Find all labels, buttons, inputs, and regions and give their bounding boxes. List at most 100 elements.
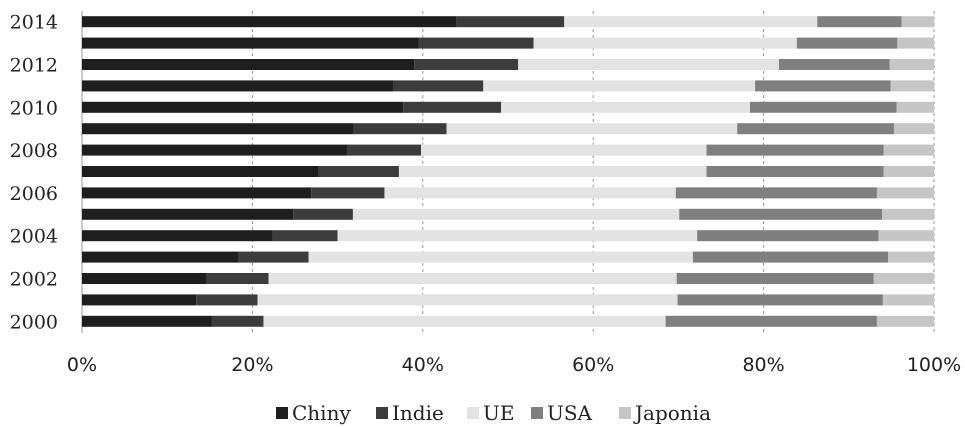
- bar-chiny-2014: [82, 16, 457, 28]
- y-tick-label-2014: 2014: [10, 12, 58, 34]
- bar-indie-2000: [211, 315, 264, 327]
- bar-chiny-2000: [82, 315, 212, 327]
- bar-usa-2002: [676, 273, 874, 284]
- bar-indie-2008: [346, 144, 422, 156]
- y-tick-label-2000: 2000: [10, 311, 58, 333]
- bar-indie-2014: [456, 16, 565, 28]
- x-tick-label-80: 80%: [742, 354, 784, 376]
- bar-japonia-2002: [873, 273, 934, 284]
- bar-chiny-2013: [82, 37, 419, 49]
- bar-chiny-2010: [82, 101, 404, 113]
- bar-chiny-2006: [82, 187, 312, 199]
- bar-ue-2013: [533, 37, 797, 49]
- bar-japonia-2012: [889, 59, 934, 70]
- legend-label-usa: USA: [547, 401, 593, 425]
- bar-japonia-2001: [882, 294, 934, 306]
- bar-usa-2005: [679, 208, 883, 220]
- bar-japonia-2004: [878, 230, 934, 242]
- bar-chiny-2004: [82, 230, 273, 242]
- bar-chiny-2012: [82, 59, 415, 70]
- bar-usa-2012: [778, 59, 890, 70]
- bar-indie-2010: [403, 101, 502, 113]
- bar-indie-2012: [414, 59, 519, 70]
- bar-indie-2005: [293, 208, 353, 220]
- y-tick-labels: 2000 2002 2004 2006 2008 2010 2012 2014: [10, 12, 58, 334]
- y-tick-label-2010: 2010: [10, 97, 58, 119]
- bar-indie-2009: [353, 123, 447, 135]
- bar-ue-2014: [564, 16, 818, 28]
- bar-ue-2008: [421, 144, 707, 156]
- legend-label-indie: Indie: [392, 401, 444, 425]
- bar-chiny-2005: [82, 208, 294, 220]
- bar-indie-2001: [196, 294, 258, 306]
- bar-indie-2004: [272, 230, 338, 242]
- bar-japonia-2008: [883, 144, 934, 156]
- bar-chiny-2011: [82, 80, 393, 92]
- bar-chiny-2008: [82, 144, 347, 156]
- legend-label-ue: UE: [483, 401, 514, 425]
- x-tick-label-40: 40%: [402, 354, 444, 376]
- bar-indie-2007: [318, 166, 399, 177]
- bar-japonia-2000: [876, 315, 934, 327]
- bar-japonia-2005: [882, 208, 934, 220]
- bar-ue-2000: [263, 315, 666, 327]
- bars: [82, 16, 934, 327]
- bar-ue-2004: [337, 230, 698, 242]
- legend-label-chiny: Chiny: [292, 401, 351, 425]
- bar-chiny-2002: [82, 273, 207, 284]
- bar-usa-2013: [796, 37, 898, 49]
- bar-ue-2007: [398, 166, 707, 177]
- bar-usa-2003: [692, 251, 888, 263]
- bar-ue-2011: [483, 80, 756, 92]
- legend-swatch-usa: [531, 407, 543, 419]
- bar-ue-2009: [446, 123, 738, 135]
- bar-ue-2001: [257, 294, 678, 306]
- bar-japonia-2006: [876, 187, 934, 199]
- bar-usa-2011: [755, 80, 891, 92]
- x-tick-label-60: 60%: [572, 354, 614, 376]
- x-tick-label-0: 0%: [67, 354, 97, 376]
- bar-usa-2000: [665, 315, 877, 327]
- bar-usa-2007: [706, 166, 884, 177]
- bar-indie-2006: [311, 187, 385, 199]
- bar-japonia-2011: [890, 80, 934, 92]
- bar-ue-2012: [518, 59, 779, 70]
- legend-label-japonia: Japonia: [633, 401, 711, 425]
- bar-chiny-2009: [82, 123, 354, 135]
- bar-chiny-2007: [82, 166, 319, 177]
- bar-japonia-2010: [896, 101, 934, 113]
- bar-usa-2004: [697, 230, 879, 242]
- bar-indie-2013: [418, 37, 534, 49]
- legend-swatch-indie: [376, 407, 388, 419]
- bar-indie-2011: [392, 80, 484, 92]
- bar-ue-2003: [308, 251, 693, 263]
- bar-ue-2002: [268, 273, 677, 284]
- bar-usa-2006: [675, 187, 877, 199]
- bar-indie-2003: [238, 251, 309, 263]
- bar-chiny-2003: [82, 251, 239, 263]
- legend-swatch-chiny: [276, 407, 288, 419]
- bar-usa-2008: [706, 144, 884, 156]
- bar-japonia-2007: [883, 166, 934, 177]
- bar-ue-2010: [501, 101, 750, 113]
- x-tick-labels: 0% 20% 40% 60% 80% 100%: [67, 354, 961, 376]
- x-tick-label-20: 20%: [231, 354, 273, 376]
- y-tick-label-2012: 2012: [10, 55, 58, 77]
- x-tick-label-100: 100%: [907, 354, 961, 376]
- y-tick-label-2006: 2006: [10, 183, 58, 205]
- bar-usa-2009: [737, 123, 894, 135]
- y-tick-label-2004: 2004: [10, 226, 58, 248]
- bar-usa-2010: [749, 101, 897, 113]
- y-tick-label-2008: 2008: [10, 140, 58, 162]
- bar-ue-2005: [352, 208, 680, 220]
- legend-swatch-ue: [467, 407, 479, 419]
- legend-swatch-japonia: [619, 407, 631, 419]
- bar-japonia-2014: [901, 16, 934, 28]
- legend: Chiny Indie UE USA Japonia: [276, 401, 711, 425]
- bar-ue-2006: [384, 187, 676, 199]
- bar-japonia-2003: [887, 251, 934, 263]
- y-tick-label-2002: 2002: [10, 269, 58, 291]
- bar-usa-2014: [817, 16, 902, 28]
- bar-indie-2002: [206, 273, 269, 284]
